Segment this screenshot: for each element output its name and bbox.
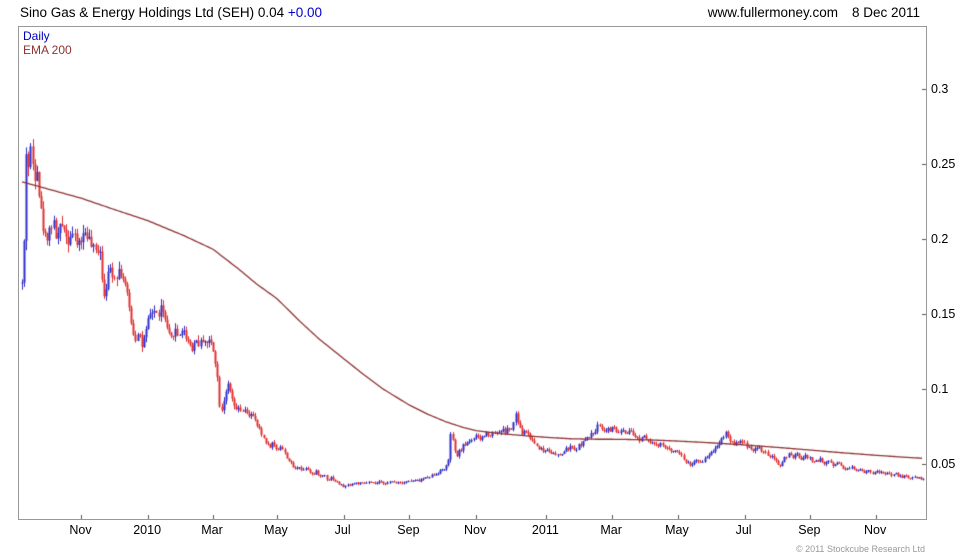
x-axis-label: 2011 bbox=[531, 523, 559, 537]
chart-canvas bbox=[19, 27, 926, 519]
change-value: +0.00 bbox=[287, 5, 323, 20]
x-axis-label: Sep bbox=[798, 523, 821, 537]
x-axis-label: Mar bbox=[600, 523, 622, 537]
legend-ema-label: EMA 200 bbox=[23, 43, 72, 57]
y-axis-label: 0.15 bbox=[931, 306, 956, 321]
website-label: www.fullermoney.com bbox=[707, 5, 838, 20]
y-axis-label: 0.1 bbox=[931, 381, 949, 396]
copyright-label: © 2011 Stockcube Research Ltd bbox=[795, 544, 925, 554]
y-axis-label: 0.05 bbox=[931, 456, 956, 471]
y-axis-label: 0.25 bbox=[931, 156, 956, 171]
date-label: 8 Dec 2011 bbox=[851, 5, 920, 20]
chart-plot-area bbox=[18, 26, 927, 520]
y-axis-label: 0.3 bbox=[931, 81, 949, 96]
x-axis-label: May bbox=[264, 523, 288, 537]
x-axis-label: Nov bbox=[864, 523, 887, 537]
x-axis-label: Jul bbox=[735, 523, 752, 537]
instrument-title: Sino Gas & Energy Holdings Ltd (SEH) 0.0… bbox=[20, 5, 285, 20]
y-axis-label: 0.2 bbox=[931, 231, 949, 246]
legend-daily-label: Daily bbox=[23, 29, 50, 43]
page-title: Sino Gas & Energy Holdings Ltd (SEH) 0.0… bbox=[20, 5, 322, 20]
x-axis-label: Sep bbox=[397, 523, 420, 537]
x-axis-label: Nov bbox=[69, 523, 92, 537]
x-axis-label: May bbox=[665, 523, 689, 537]
x-axis-label: Jul bbox=[334, 523, 351, 537]
x-axis-label: 2010 bbox=[133, 523, 162, 537]
x-axis-label: Nov bbox=[463, 523, 487, 537]
x-axis-label: Mar bbox=[201, 523, 223, 537]
